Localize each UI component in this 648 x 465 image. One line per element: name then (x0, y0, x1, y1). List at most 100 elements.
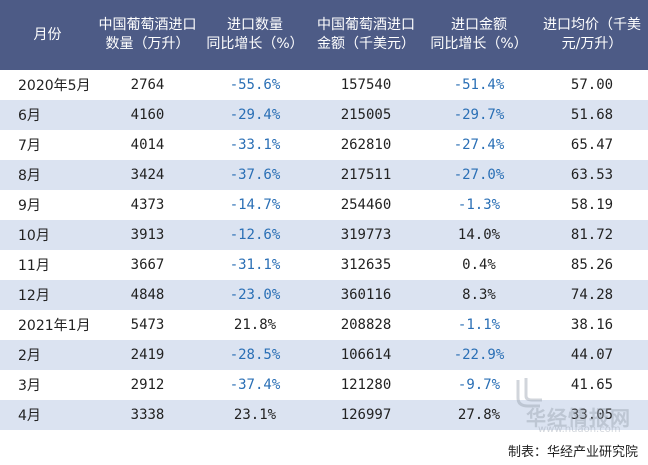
month-cell: 3月 (18, 378, 41, 394)
value-cell: -37.4% (229, 377, 281, 393)
column-header: 月份 (0, 0, 95, 70)
column-header-line: 进口数量 (227, 17, 283, 33)
column-header-line: 同比增长（%） (206, 36, 304, 52)
month-cell: 9月 (18, 198, 41, 214)
value-cell: 8.3% (462, 287, 496, 303)
value-cell: 81.72 (570, 227, 614, 243)
table-row: 2月 2419 -28.5% 106614 -22.9% 44.07 (0, 340, 648, 370)
value-cell: 4014 (130, 137, 165, 153)
value-cell: 215005 (340, 107, 392, 123)
value-cell: 33.05 (570, 407, 614, 423)
table-row: 6月 4160 -29.4% 215005 -29.7% 51.68 (0, 100, 648, 130)
month-cell: 11月 (18, 258, 50, 274)
month-cell: 7月 (18, 138, 41, 154)
source-note: 制表：华经产业研究院 (507, 445, 638, 460)
column-header-line: 进口金额 (451, 17, 507, 33)
value-cell: -12.6% (229, 227, 281, 243)
value-cell: -1.1% (457, 317, 501, 333)
month-cell: 2月 (18, 348, 41, 364)
value-cell: -51.4% (453, 77, 505, 93)
value-cell: -28.5% (229, 347, 281, 363)
value-cell: 157540 (340, 77, 392, 93)
value-cell: 27.8% (457, 407, 501, 423)
value-cell: 360116 (340, 287, 392, 303)
table-row: 4月 3338 23.1% 126997 27.8% 33.05 (0, 400, 648, 430)
column-header-line: 月份 (33, 26, 62, 43)
table-row: 11月 3667 -31.1% 312635 0.4% 85.26 (0, 250, 648, 280)
table-body: 2020年5月 2764 -55.6% 157540 -51.4% 57.00 6月 4160… (0, 70, 648, 430)
table-row: 8月 3424 -37.6% 217511 -27.0% 63.53 (0, 160, 648, 190)
value-cell: -22.9% (453, 347, 505, 363)
value-cell: -9.7% (457, 377, 501, 393)
value-cell: 319773 (340, 227, 392, 243)
table-row: 9月 4373 -14.7% 254460 -1.3% 58.19 (0, 190, 648, 220)
value-cell: -27.4% (453, 137, 505, 153)
value-cell: 51.68 (570, 107, 614, 123)
month-cell: 10月 (18, 228, 50, 244)
value-cell: -27.0% (453, 167, 505, 183)
value-cell: 65.47 (570, 137, 614, 153)
column-header: 进口数量同比增长（%） (200, 0, 310, 70)
value-cell: 23.1% (233, 407, 277, 423)
month-cell: 8月 (18, 168, 41, 184)
header-row: 月份 中国葡萄酒进口 数量（万升） 进口数量 同比增长（%） 中国葡萄酒进口 金额（千美元）… (0, 0, 648, 70)
value-cell: -23.0% (229, 287, 281, 303)
column-header-line: 中国葡萄酒进口 (317, 17, 415, 33)
month-cell: 2020年5月 (18, 78, 91, 94)
value-cell: 106614 (340, 347, 392, 363)
value-cell: 85.26 (570, 257, 614, 273)
value-cell: 4160 (130, 107, 165, 123)
wine-import-table: 月份 中国葡萄酒进口 数量（万升） 进口数量 同比增长（%） 中国葡萄酒进口 金额（千美元）… (0, 0, 648, 430)
value-cell: -37.6% (229, 167, 281, 183)
table-row: 7月 4014 -33.1% 262810 -27.4% 65.47 (0, 130, 648, 160)
value-cell: -1.3% (457, 197, 501, 213)
column-header: 进口金额同比增长（%） (422, 0, 536, 70)
value-cell: 3338 (130, 407, 165, 423)
value-cell: 4373 (130, 197, 165, 213)
value-cell: 14.0% (457, 227, 501, 243)
column-header-line: 进口均价（千美 (543, 17, 641, 33)
value-cell: -29.4% (229, 107, 281, 123)
value-cell: 126997 (340, 407, 392, 423)
value-cell: 2419 (130, 347, 165, 363)
column-header: 进口均价（千美 元/万升） (536, 0, 648, 70)
column-header: 中国葡萄酒进口 金额（千美元） (310, 0, 422, 70)
value-cell: 4848 (130, 287, 165, 303)
value-cell: 121280 (340, 377, 392, 393)
value-cell: 3667 (130, 257, 165, 273)
column-header: 中国葡萄酒进口 数量（万升） (95, 0, 200, 70)
table-row: 2020年5月 2764 -55.6% 157540 -51.4% 57.00 (0, 70, 648, 100)
column-header-line: 数量（万升） (105, 36, 190, 52)
column-header-line: 中国葡萄酒进口 (98, 17, 197, 33)
value-cell: 21.8% (233, 317, 277, 333)
table-row: 3月 2912 -37.4% 121280 -9.7% 41.65 (0, 370, 648, 400)
column-header-line: 金额（千美元） (317, 36, 415, 52)
value-cell: 63.53 (570, 167, 614, 183)
value-cell: 41.65 (570, 377, 614, 393)
table-row: 12月 4848 -23.0% 360116 8.3% 74.28 (0, 280, 648, 310)
month-cell: 2021年1月 (18, 318, 91, 334)
value-cell: -29.7% (453, 107, 505, 123)
value-cell: 3424 (130, 167, 165, 183)
value-cell: 3913 (130, 227, 165, 243)
month-cell: 6月 (18, 108, 41, 124)
column-header-line: 同比增长（%） (430, 36, 528, 52)
table-header: 月份 中国葡萄酒进口 数量（万升） 进口数量 同比增长（%） 中国葡萄酒进口 金额（千美元）… (0, 0, 648, 70)
value-cell: 44.07 (570, 347, 614, 363)
value-cell: 262810 (340, 137, 392, 153)
value-cell: -33.1% (229, 137, 281, 153)
value-cell: 5473 (130, 317, 165, 333)
value-cell: 58.19 (570, 197, 614, 213)
value-cell: -14.7% (229, 197, 281, 213)
value-cell: 208828 (340, 317, 392, 333)
column-header-line: 元/万升） (561, 36, 623, 52)
value-cell: 57.00 (570, 77, 614, 93)
month-cell: 4月 (18, 408, 41, 424)
value-cell: -31.1% (229, 257, 281, 273)
value-cell: 74.28 (570, 287, 614, 303)
table-row: 2021年1月 5473 21.8% 208828 -1.1% 38.16 (0, 310, 648, 340)
value-cell: 38.16 (570, 317, 614, 333)
value-cell: 2764 (130, 77, 165, 93)
value-cell: -55.6% (229, 77, 281, 93)
